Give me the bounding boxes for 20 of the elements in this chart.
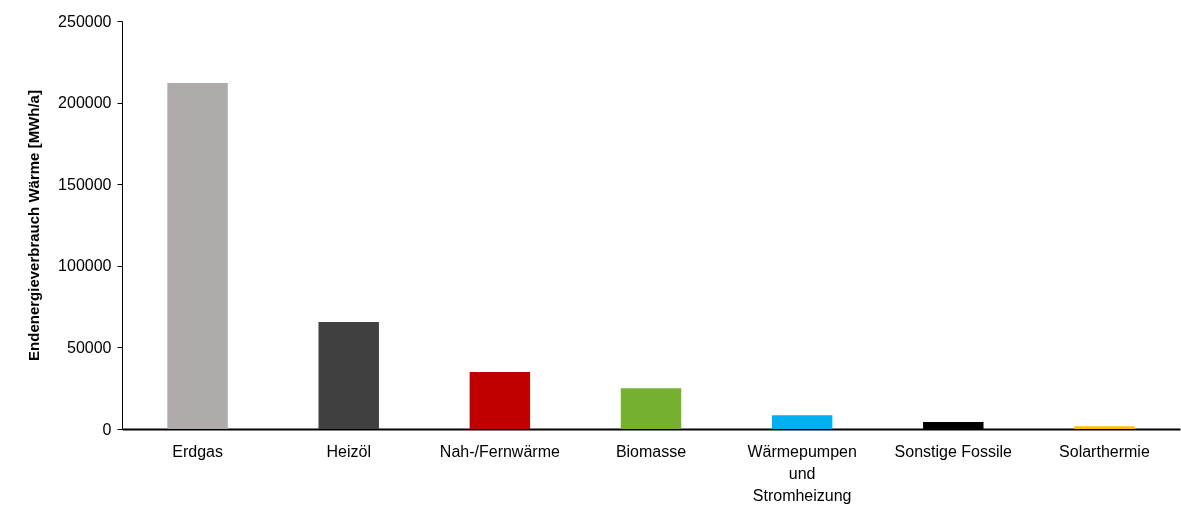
y-tick-label: 100000 [58, 257, 112, 275]
y-tick-label: 50000 [67, 338, 112, 356]
x-tick-label: Biomasse [615, 442, 687, 460]
x-tick-label: Solarthermie [1059, 442, 1150, 460]
bar [620, 388, 682, 429]
bar [318, 322, 379, 429]
bar [167, 83, 228, 429]
y-tick-label: 200000 [58, 94, 112, 112]
x-tick-label: Heizöl [326, 442, 371, 460]
y-axis-title: Endenergieverbrauch Wärme [MWh/a] [25, 90, 43, 361]
y-tick-label: 0 [102, 420, 112, 438]
x-tick-label: Wärmepumpen und Stromheizung [747, 442, 857, 504]
bar [1074, 426, 1135, 429]
x-tick-label: Erdgas [172, 442, 223, 460]
x-tick-label: Nah-/Fernwärme [439, 442, 560, 460]
y-tick-label: 250000 [58, 12, 112, 30]
x-tick-label: Sonstige Fossile [894, 442, 1013, 460]
bar [469, 371, 531, 429]
y-tick-label: 150000 [58, 175, 112, 193]
bar [771, 415, 833, 429]
